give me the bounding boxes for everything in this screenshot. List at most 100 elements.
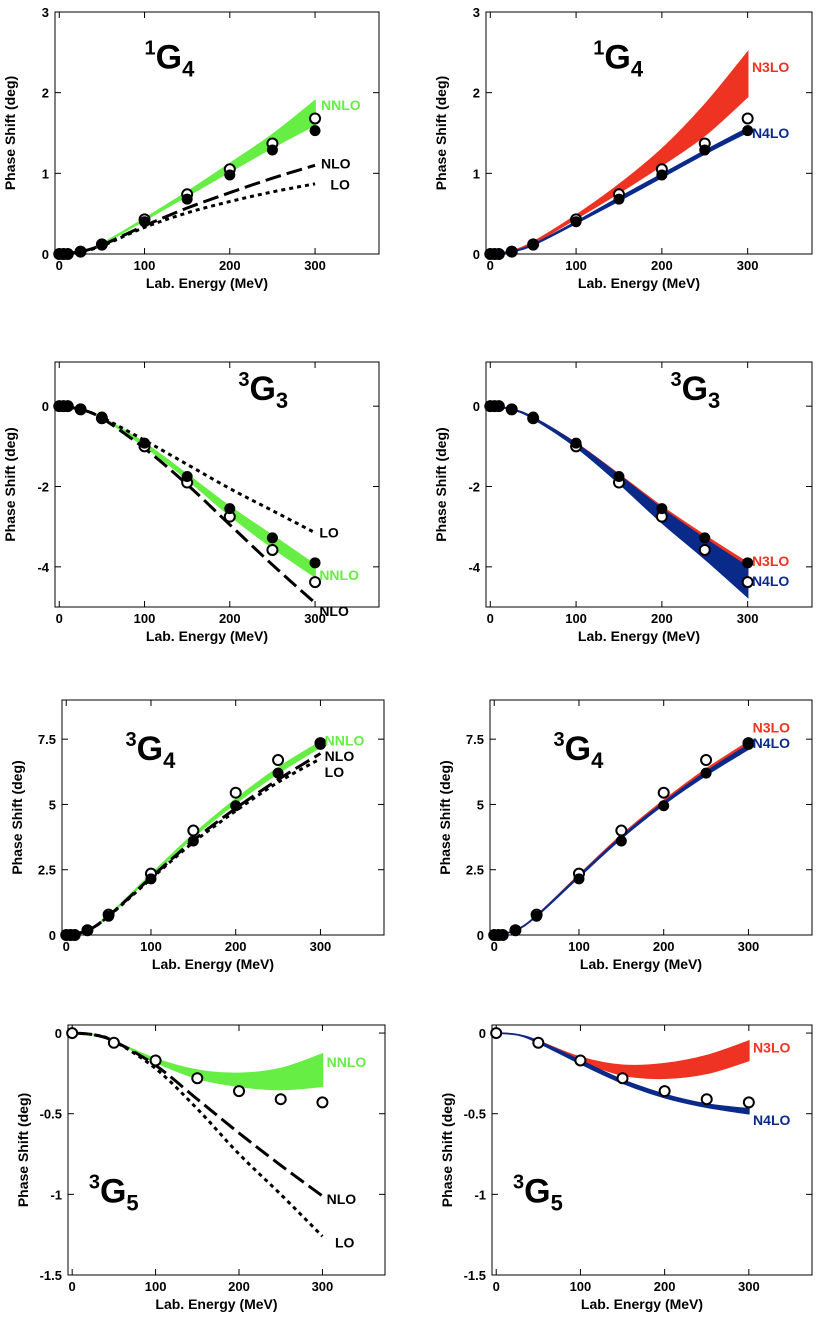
panel-3: 0 100 200 300 0 -2 -4 Lab. Energy (MeV) Phase Sh…: [2, 361, 380, 644]
data-point-filled: [531, 910, 543, 922]
data-point-open: [107, 1036, 120, 1049]
x-tick-label: 100: [568, 939, 590, 954]
curve-label-lo: LO: [335, 1235, 355, 1251]
x-tick-label: 200: [653, 939, 675, 954]
data-point-filled: [96, 411, 108, 423]
data-point-filled: [699, 532, 711, 544]
x-tick-label: 0: [56, 258, 63, 273]
curve-label-nnlo: NNLO: [321, 97, 361, 113]
data-point-filled: [62, 400, 74, 412]
y-axis-label: Phase Shift (deg): [433, 76, 449, 190]
data-point-filled: [230, 800, 242, 812]
plot-content: [490, 405, 749, 599]
x-tick-label: 200: [654, 1279, 676, 1294]
data-point-filled: [272, 767, 284, 779]
x-tick-label: 200: [219, 258, 241, 273]
y-tick-label: 1: [473, 166, 480, 181]
plot-frame: [485, 361, 813, 608]
curve-label-n4lo: N4LO: [753, 1112, 790, 1128]
x-axis-label: Lab. Energy (MeV): [580, 956, 702, 972]
panel-7: 0 100 200 300 0 -0.5 -1 -1.5 Lab. Energy (MeV) Ph…: [15, 1024, 386, 1312]
y-axis-label: Phase Shift (deg): [437, 760, 453, 874]
curve-label-nlo: NLO: [327, 1191, 357, 1207]
x-tick-label: 100: [565, 611, 587, 626]
data-point-open: [532, 1036, 545, 1049]
plot-frame: [67, 1024, 386, 1276]
y-tick-label: 2: [42, 86, 49, 101]
data-point-filled: [187, 835, 199, 847]
y-tick-label: -1: [474, 1187, 486, 1202]
plot-content: [496, 1032, 750, 1115]
data-point-filled: [700, 767, 712, 779]
y-axis-label: Phase Shift (deg): [15, 1093, 31, 1207]
line-lo: [59, 182, 316, 254]
data-point-filled: [506, 403, 518, 415]
data-point-filled: [81, 925, 93, 937]
band-n4lo: [490, 405, 749, 599]
data-point-open: [574, 1054, 587, 1067]
partial-wave-label: 1G4: [593, 37, 644, 81]
plot-frame: [489, 699, 813, 936]
y-tick-label: 0: [42, 247, 49, 262]
y-tick-label: 0: [55, 1026, 62, 1041]
data-point-open: [274, 1093, 287, 1106]
y-tick-label: 7.5: [38, 732, 56, 747]
x-tick-label: 100: [134, 258, 156, 273]
x-tick-label: 100: [145, 1279, 167, 1294]
data-point-open: [66, 1027, 79, 1040]
data-point-filled: [613, 470, 625, 482]
plot-frame: [54, 361, 380, 608]
data-point-filled: [570, 216, 582, 228]
x-tick-label: 300: [304, 258, 326, 273]
data-point-filled: [62, 248, 74, 260]
y-axis-label: Phase Shift (deg): [433, 427, 449, 541]
line-lo: [65, 757, 322, 935]
partial-wave-label: 1G4: [145, 37, 196, 81]
data-point-open: [658, 1085, 671, 1098]
y-tick-label: -1.5: [464, 1268, 486, 1283]
data-point-filled: [573, 873, 585, 885]
x-tick-label: 200: [219, 611, 241, 626]
x-tick-label: 300: [310, 939, 332, 954]
band-n3lo: [490, 50, 749, 254]
x-tick-label: 100: [565, 258, 587, 273]
x-tick-label: 200: [228, 1279, 250, 1294]
y-tick-label: 3: [42, 5, 49, 20]
y-tick-label: -1.5: [40, 1268, 62, 1283]
y-axis-label: Phase Shift (deg): [439, 1093, 455, 1207]
x-tick-label: 300: [304, 611, 326, 626]
data-point-open: [191, 1072, 204, 1085]
y-tick-label: -2: [37, 480, 49, 495]
y-axis-label: Phase Shift (deg): [9, 760, 25, 874]
data-point-open: [700, 1093, 713, 1106]
panel-5: 0 100 200 300 0 2.5 5 7.5 Lab. Energy (MeV) Phase…: [9, 699, 385, 972]
y-tick-label: 2: [473, 86, 480, 101]
curve-label-nnlo: NNLO: [327, 1054, 367, 1070]
y-tick-label: 3: [473, 5, 480, 20]
y-tick-label: 5: [477, 797, 484, 812]
y-tick-label: 2.5: [466, 863, 484, 878]
plot-frame: [54, 11, 380, 255]
line-nlo: [59, 404, 317, 605]
x-tick-label: 0: [69, 1279, 76, 1294]
plot-frame: [491, 1024, 813, 1276]
y-tick-label: -0.5: [40, 1107, 62, 1122]
x-axis-label: Lab. Energy (MeV): [581, 1296, 703, 1312]
plot-content: [72, 1031, 324, 1238]
partial-wave-label: 3G3: [670, 369, 720, 413]
x-axis-label: Lab. Energy (MeV): [155, 1296, 277, 1312]
curve-label-nnlo: NNLO: [325, 732, 365, 748]
data-point-open: [741, 112, 754, 125]
y-tick-label: -0.5: [464, 1107, 486, 1122]
curve-label-n3lo: N3LO: [753, 1040, 790, 1056]
x-axis-label: Lab. Energy (MeV): [152, 956, 274, 972]
y-tick-label: 0: [49, 928, 56, 943]
data-point-filled: [309, 125, 321, 137]
y-tick-label: -4: [468, 560, 480, 575]
data-point-filled: [497, 929, 509, 941]
data-point-filled: [145, 873, 157, 885]
data-point-filled: [139, 216, 151, 228]
curve-label-nlo: NLO: [321, 156, 351, 172]
data-point-filled: [139, 437, 151, 449]
